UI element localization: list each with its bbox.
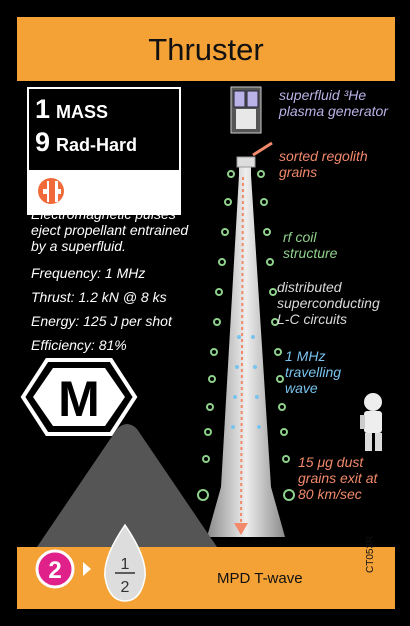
card-title: Thruster	[148, 32, 264, 67]
mass-stat: 1 MASS	[35, 94, 108, 125]
card-footer: MPD T-wave CT053R	[17, 536, 395, 609]
mass-label: MASS	[56, 102, 109, 122]
hexagon-badge-icon	[20, 358, 138, 436]
stats-box: 1 MASS 9 Rad-Hard	[27, 87, 181, 215]
callout-dust: 15 μg dust grains exit at 80 km/sec	[298, 454, 378, 502]
exit-arrow-icon	[234, 523, 248, 535]
callout-wave: 1 MHz travelling wave	[285, 348, 342, 396]
description-line: Electromagnetic pulses	[31, 206, 176, 222]
nozzle-tube-icon	[207, 165, 285, 537]
card-code: CT053R	[365, 535, 376, 573]
rad-hard-value: 9	[35, 127, 51, 157]
white-slot	[29, 170, 179, 213]
triangle-backdrop	[37, 424, 217, 547]
astronaut-icon	[360, 393, 382, 451]
generator-housing-icon	[230, 86, 262, 134]
callout-regolith: sorted regolith grains	[279, 148, 368, 180]
capacitor-icon	[38, 178, 64, 204]
card-header: Thruster	[17, 17, 395, 81]
callout-generator: superfluid ³He plasma generator	[279, 87, 388, 119]
rad-hard-stat: 9 Rad-Hard	[35, 127, 137, 158]
mass-value: 1	[35, 94, 51, 124]
propellant-path	[240, 176, 244, 528]
description-line: eject propellant entrained	[31, 222, 189, 238]
footer-label: MPD T-wave	[217, 570, 303, 587]
description-line: by a superfluid.	[31, 238, 126, 254]
rf-coil-dots	[197, 170, 295, 501]
type-letter: M	[58, 371, 100, 427]
thruster-card[interactable]: Thruster 1 MASS 9 Rad-Hard Electromagnetic…	[17, 17, 395, 609]
callout-circuits: distributed superconducting L-C circuits	[277, 279, 380, 327]
spec-thrust: Thrust: 1.2 kN @ 8 ks	[31, 289, 167, 305]
spec-frequency: Frequency: 1 MHz	[31, 265, 146, 281]
spec-energy: Energy: 125 J per shot	[31, 313, 172, 329]
rad-hard-label: Rad-Hard	[56, 135, 138, 155]
hexagon-badge-inner	[33, 368, 125, 426]
regolith-pointer	[252, 141, 273, 157]
wave-markers	[231, 335, 261, 429]
spec-efficiency: Efficiency: 81%	[31, 337, 127, 353]
description: Electromagnetic pulses eject propellant …	[31, 206, 188, 254]
callout-rf-coil: rf coil structure	[283, 229, 338, 261]
